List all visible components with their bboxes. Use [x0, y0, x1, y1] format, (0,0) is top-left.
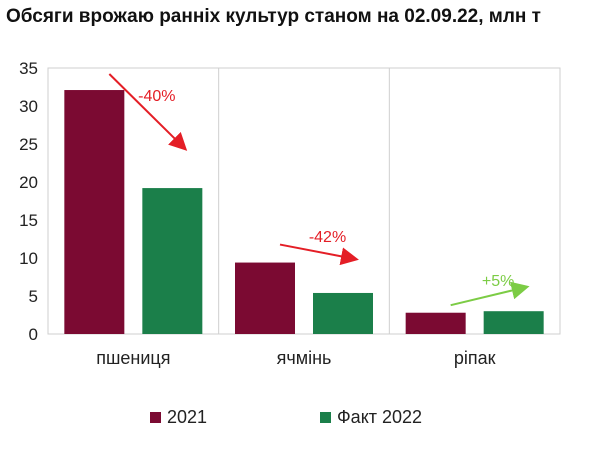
y-tick-label: 10	[19, 249, 38, 268]
bar-2021	[64, 90, 125, 334]
category-label: пшениця	[96, 348, 170, 368]
legend: 2021 Факт 2022	[0, 407, 600, 433]
annotation-label: +5%	[482, 273, 514, 290]
y-tick-label: 25	[19, 135, 38, 154]
annotation-label: -40%	[138, 88, 175, 105]
annotation-arrow-down	[108, 73, 188, 151]
y-tick-label: 0	[29, 325, 38, 344]
bar-2022	[142, 188, 203, 334]
y-tick-label: 15	[19, 211, 38, 230]
y-tick-label: 30	[19, 97, 38, 116]
bar-2022	[483, 311, 544, 334]
legend-item-2021: 2021	[150, 407, 207, 428]
plot-frame	[47, 67, 561, 335]
category-label: ріпак	[454, 348, 496, 368]
bar-2021	[405, 312, 466, 334]
annotation-arrow-up	[450, 281, 530, 307]
legend-item-2022: Факт 2022	[320, 407, 422, 428]
legend-label-2021: 2021	[167, 407, 208, 427]
legend-swatch-2021	[150, 412, 161, 423]
annotation-arrow-down	[279, 243, 359, 266]
bar-2022	[313, 292, 373, 334]
bar-2021	[235, 262, 295, 334]
chart-title: Обсяги врожаю ранніх культур станом на 0…	[6, 6, 541, 27]
y-tick-label: 5	[29, 287, 38, 306]
annotation-label: -42%	[309, 229, 346, 246]
legend-label-2022: Факт 2022	[337, 407, 423, 427]
legend-swatch-2022	[320, 412, 331, 423]
category-label: ячмінь	[277, 348, 332, 368]
chart: 0 5 10 15 20 25 30 35 пшениця -40% ячмінь -42% ріпак…	[19, 59, 561, 368]
y-tick-label: 20	[19, 173, 38, 192]
y-tick-label: 35	[19, 59, 38, 78]
